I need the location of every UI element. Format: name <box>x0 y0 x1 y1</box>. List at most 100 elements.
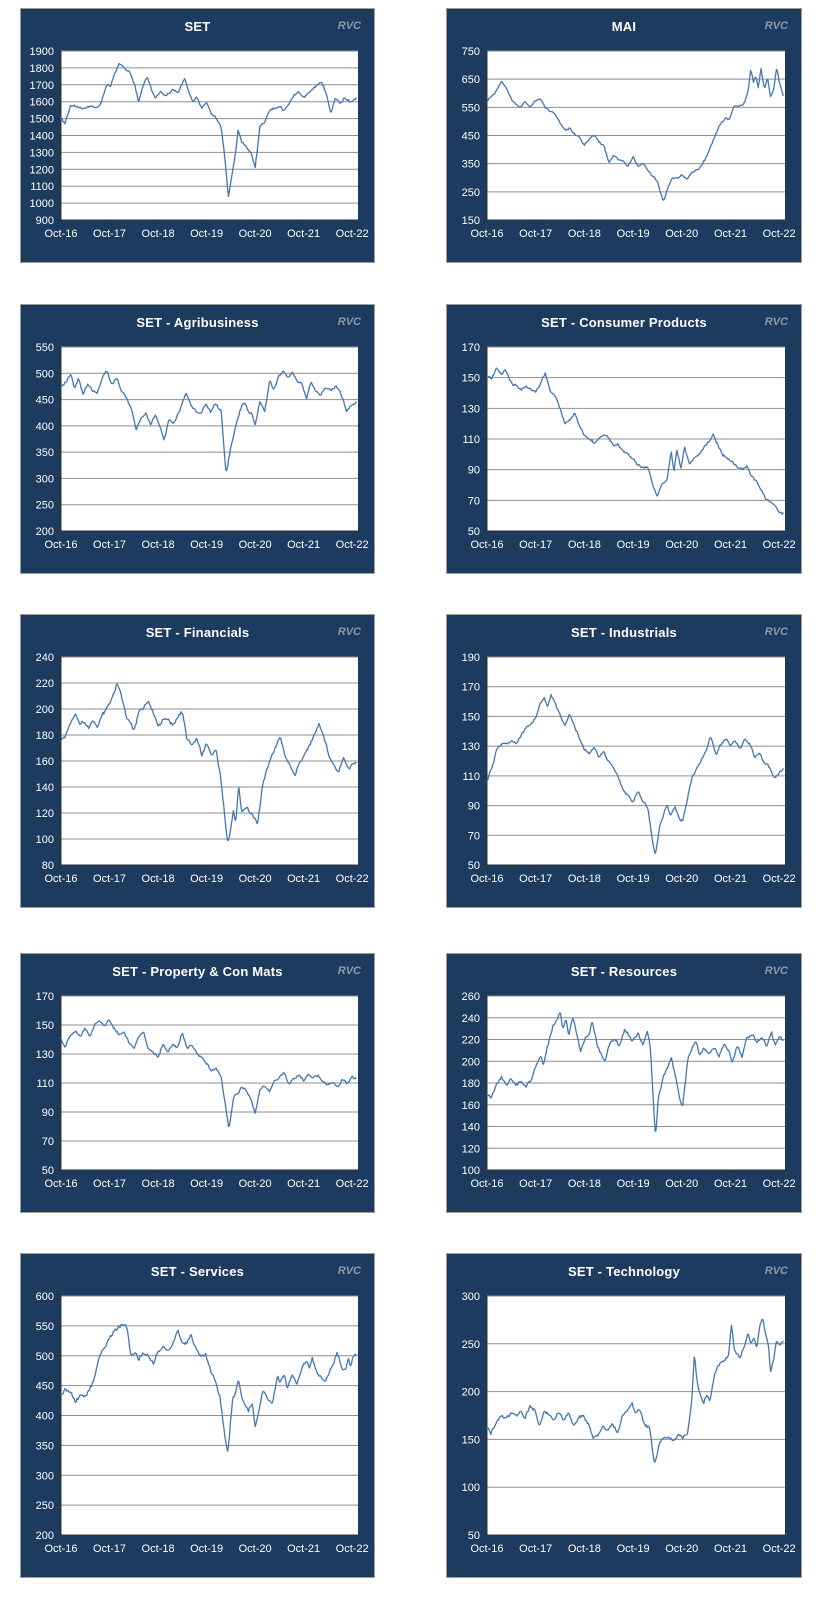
svg-text:Oct-22: Oct-22 <box>763 539 796 551</box>
svg-text:180: 180 <box>462 1078 480 1090</box>
svg-text:Oct-18: Oct-18 <box>568 873 601 885</box>
svg-text:170: 170 <box>36 991 54 1003</box>
svg-text:120: 120 <box>36 808 54 820</box>
svg-text:350: 350 <box>36 1440 54 1452</box>
svg-text:Oct-19: Oct-19 <box>617 1543 650 1555</box>
svg-text:Oct-19: Oct-19 <box>617 539 650 551</box>
svg-text:Oct-17: Oct-17 <box>519 1178 552 1190</box>
svg-text:Oct-21: Oct-21 <box>287 873 320 885</box>
svg-text:50: 50 <box>468 860 480 872</box>
svg-text:Oct-18: Oct-18 <box>142 1543 175 1555</box>
svg-text:300: 300 <box>36 1470 54 1482</box>
rvc-watermark: RVC <box>764 20 788 32</box>
chart-title: SET - Industrials <box>571 625 677 640</box>
svg-text:Oct-17: Oct-17 <box>93 228 126 240</box>
chart-title: SET - Technology <box>567 1264 681 1279</box>
svg-text:80: 80 <box>42 860 54 872</box>
svg-text:240: 240 <box>36 652 54 664</box>
svg-text:260: 260 <box>462 991 480 1003</box>
svg-text:220: 220 <box>462 1035 480 1047</box>
svg-text:Oct-16: Oct-16 <box>44 1543 77 1555</box>
svg-text:1800: 1800 <box>30 63 54 75</box>
svg-text:Oct-22: Oct-22 <box>763 1543 796 1555</box>
chart-title: SET - Property & Con Mats <box>112 964 283 979</box>
svg-text:Oct-19: Oct-19 <box>190 539 223 551</box>
svg-text:Oct-17: Oct-17 <box>93 1178 126 1190</box>
svg-text:Oct-17: Oct-17 <box>93 873 126 885</box>
line-chart: 200 250 300 350 400 450 500 550 Oct-16 Oct-17 Oct-… <box>36 342 369 551</box>
svg-text:Oct-22: Oct-22 <box>336 873 369 885</box>
svg-text:Oct-22: Oct-22 <box>763 1178 796 1190</box>
svg-text:150: 150 <box>462 1434 480 1446</box>
svg-text:350: 350 <box>462 159 480 171</box>
chart-title: SET - Agribusiness <box>136 315 259 330</box>
svg-text:150: 150 <box>462 373 480 385</box>
svg-text:Oct-16: Oct-16 <box>44 1178 77 1190</box>
svg-text:250: 250 <box>36 1500 54 1512</box>
svg-text:70: 70 <box>468 830 480 842</box>
chart-panel-set: SET RVC 900 1000 1100 1200 1300 1400 1500 1600 1… <box>20 8 375 263</box>
svg-text:Oct-19: Oct-19 <box>190 1178 223 1190</box>
svg-text:Oct-21: Oct-21 <box>287 539 320 551</box>
svg-text:Oct-19: Oct-19 <box>617 1178 650 1190</box>
line-chart: 50 70 90 110 130 150 170 190 Oct-16 Oct-17 Oct-18 O… <box>462 652 796 885</box>
svg-text:90: 90 <box>42 1107 54 1119</box>
svg-text:190: 190 <box>462 652 480 664</box>
svg-text:160: 160 <box>36 756 54 768</box>
rvc-watermark: RVC <box>337 626 361 638</box>
svg-text:900: 900 <box>36 215 54 227</box>
svg-text:150: 150 <box>462 215 480 227</box>
svg-text:100: 100 <box>462 1165 480 1177</box>
svg-text:Oct-21: Oct-21 <box>714 1178 747 1190</box>
chart-title: SET - Resources <box>570 964 678 979</box>
svg-text:450: 450 <box>462 131 480 143</box>
svg-text:1200: 1200 <box>30 164 54 176</box>
svg-text:1300: 1300 <box>30 147 54 159</box>
chart-title: SET - Services <box>150 1264 245 1279</box>
svg-text:750: 750 <box>462 46 480 58</box>
chart-panel-mai: MAI RVC 150 250 350 450 550 650 750 Oct-16 Oct-1… <box>446 8 802 263</box>
svg-text:100: 100 <box>462 1482 480 1494</box>
svg-text:180: 180 <box>36 730 54 742</box>
svg-text:Oct-22: Oct-22 <box>336 539 369 551</box>
svg-text:Oct-17: Oct-17 <box>519 873 552 885</box>
svg-text:Oct-20: Oct-20 <box>665 1543 698 1555</box>
svg-text:150: 150 <box>462 711 480 723</box>
svg-text:50: 50 <box>468 1530 480 1542</box>
svg-text:140: 140 <box>462 1122 480 1134</box>
svg-text:Oct-22: Oct-22 <box>336 1178 369 1190</box>
svg-text:600: 600 <box>36 1291 54 1303</box>
svg-text:250: 250 <box>462 1339 480 1351</box>
svg-text:170: 170 <box>462 682 480 694</box>
svg-text:100: 100 <box>36 834 54 846</box>
svg-text:Oct-16: Oct-16 <box>44 228 77 240</box>
rvc-watermark: RVC <box>337 316 361 328</box>
svg-text:50: 50 <box>42 1165 54 1177</box>
svg-text:Oct-17: Oct-17 <box>93 539 126 551</box>
svg-text:Oct-20: Oct-20 <box>665 1178 698 1190</box>
svg-text:Oct-20: Oct-20 <box>239 1543 272 1555</box>
svg-text:200: 200 <box>36 1530 54 1542</box>
svg-text:Oct-20: Oct-20 <box>239 228 272 240</box>
svg-text:550: 550 <box>36 342 54 354</box>
line-chart: 200 250 300 350 400 450 500 550 600 Oct-16 Oct-17 O… <box>36 1291 369 1555</box>
svg-text:200: 200 <box>462 1387 480 1399</box>
svg-text:160: 160 <box>462 1100 480 1112</box>
svg-text:Oct-21: Oct-21 <box>714 1543 747 1555</box>
svg-text:350: 350 <box>36 447 54 459</box>
svg-text:450: 450 <box>36 395 54 407</box>
chart-panel-set-technology: SET - Technology RVC 50 100 150 200 250 300 Oc… <box>446 1253 802 1578</box>
svg-text:70: 70 <box>468 495 480 507</box>
svg-text:300: 300 <box>462 1291 480 1303</box>
svg-text:Oct-20: Oct-20 <box>239 873 272 885</box>
svg-text:120: 120 <box>462 1143 480 1155</box>
svg-text:50: 50 <box>468 526 480 538</box>
svg-text:Oct-21: Oct-21 <box>714 228 747 240</box>
svg-text:400: 400 <box>36 421 54 433</box>
svg-text:Oct-17: Oct-17 <box>519 1543 552 1555</box>
svg-text:Oct-18: Oct-18 <box>142 228 175 240</box>
svg-text:500: 500 <box>36 368 54 380</box>
svg-text:Oct-18: Oct-18 <box>568 1543 601 1555</box>
rvc-watermark: RVC <box>764 1265 788 1277</box>
chart-title: SET - Financials <box>145 625 250 640</box>
